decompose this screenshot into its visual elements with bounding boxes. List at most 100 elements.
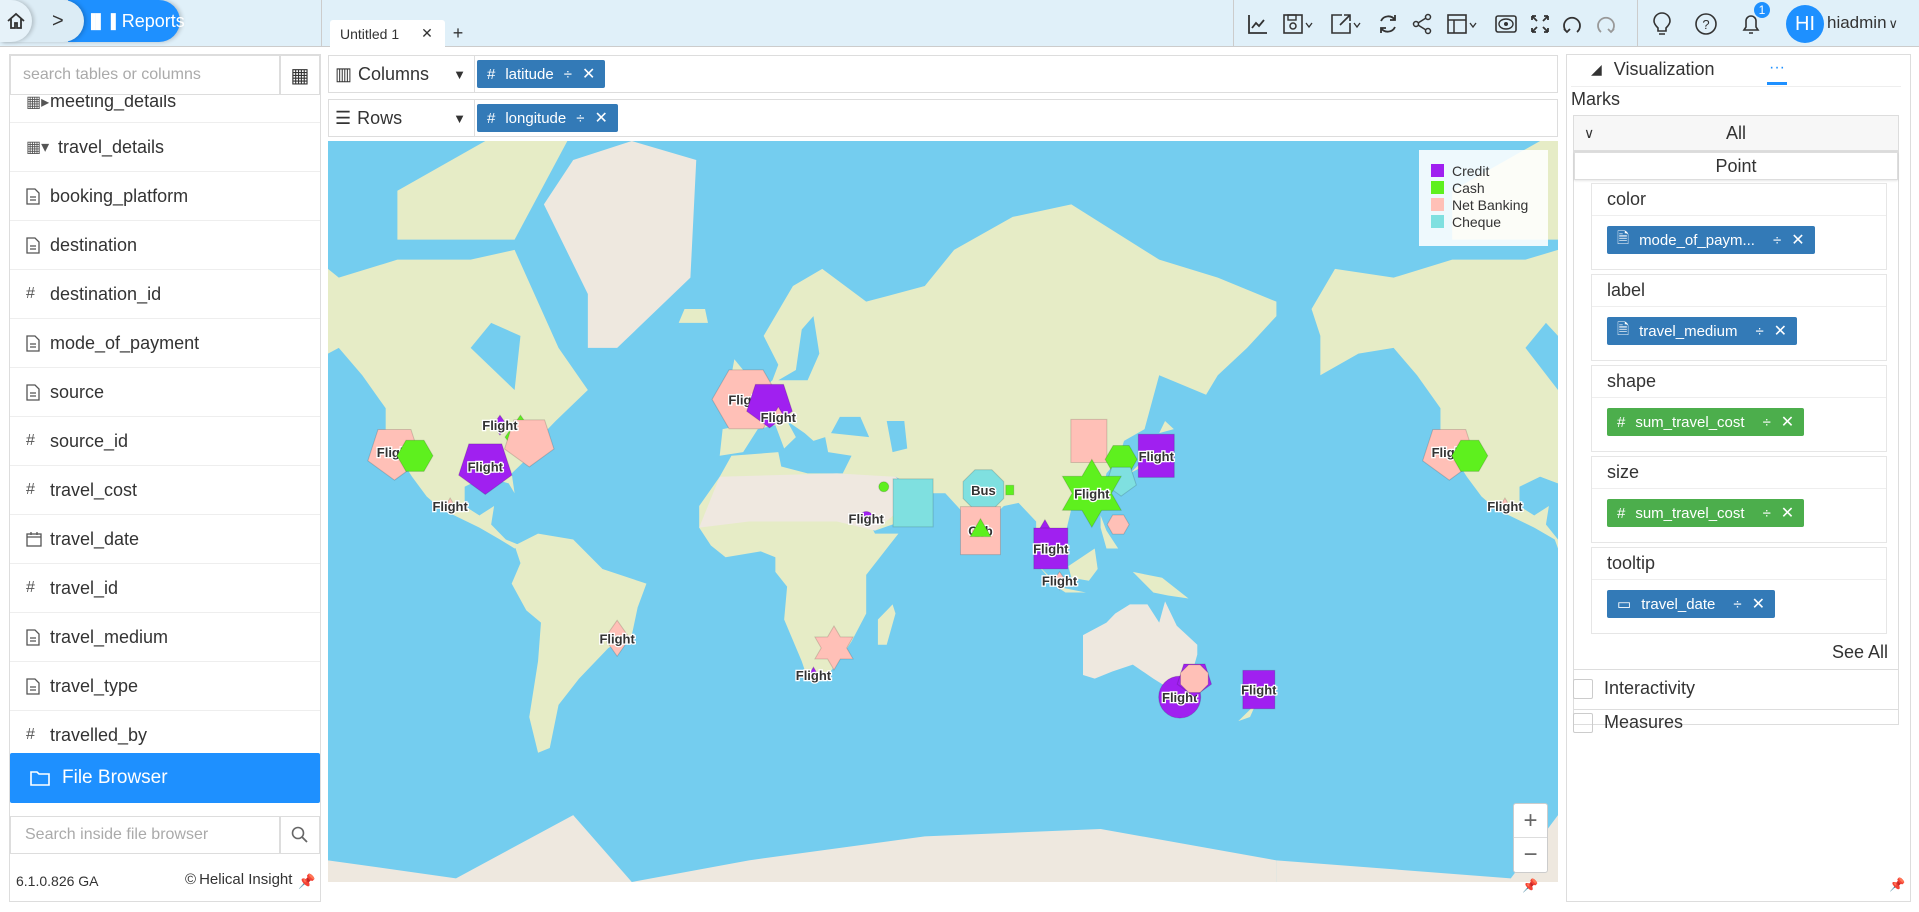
map-marker[interactable] bbox=[878, 481, 890, 493]
map-marker[interactable] bbox=[1061, 458, 1123, 529]
map-marker[interactable] bbox=[814, 624, 854, 671]
map-marker[interactable] bbox=[442, 497, 458, 511]
pin-icon[interactable]: 📌 bbox=[1522, 878, 1539, 893]
file-browser-search-input[interactable]: Search inside file browser bbox=[10, 816, 280, 854]
label-pill[interactable]: 🗎 travel_medium ÷ ✕ bbox=[1607, 317, 1798, 345]
search-tables-input[interactable]: search tables or columns bbox=[10, 55, 280, 95]
tab-untitled-1[interactable]: Untitled 1 ✕ bbox=[330, 20, 445, 47]
field-travel-date[interactable]: travel_date bbox=[10, 515, 320, 564]
sort-icon[interactable]: ÷ bbox=[576, 109, 585, 127]
latitude-pill[interactable]: # latitude ÷ ✕ bbox=[477, 60, 606, 88]
lightbulb-icon[interactable] bbox=[1648, 10, 1676, 38]
map-marker[interactable] bbox=[1451, 439, 1489, 472]
map-chart[interactable]: Flight Flight Flight Flight Flight Flight Flig… bbox=[328, 141, 1558, 882]
map-marker[interactable] bbox=[1106, 514, 1130, 535]
sort-icon[interactable]: ÷ bbox=[1733, 595, 1742, 613]
legend-item[interactable]: Cash bbox=[1431, 179, 1548, 196]
table-meeting-details[interactable]: ▦▸ meeting_details bbox=[10, 81, 320, 123]
layout-icon[interactable] bbox=[1444, 10, 1484, 38]
close-tab-icon[interactable]: ✕ bbox=[421, 25, 433, 41]
map-marker[interactable] bbox=[603, 619, 631, 658]
field-booking-platform[interactable]: booking_platform bbox=[10, 172, 320, 221]
measures-checkbox[interactable] bbox=[1573, 713, 1593, 733]
map-marker[interactable] bbox=[1052, 570, 1067, 591]
field-travel-id[interactable]: # travel_id bbox=[10, 564, 320, 613]
undo-icon[interactable] bbox=[1558, 10, 1586, 38]
tab-visualization[interactable]: ◢ Visualization bbox=[1591, 59, 1715, 79]
breadcrumb-reports[interactable]: ▐▌▐ Reports bbox=[68, 0, 185, 42]
user-menu[interactable]: hiadmin ∨ bbox=[1827, 13, 1899, 32]
legend-item[interactable]: Net Banking bbox=[1431, 196, 1548, 213]
add-tab-button[interactable]: + bbox=[452, 23, 464, 43]
map-marker[interactable] bbox=[458, 443, 513, 496]
refresh-icon[interactable] bbox=[1374, 10, 1402, 38]
field-travel-type[interactable]: travel_type bbox=[10, 662, 320, 711]
export-icon[interactable] bbox=[1328, 10, 1368, 38]
preview-icon[interactable] bbox=[1492, 10, 1520, 38]
map-marker[interactable] bbox=[1242, 669, 1276, 710]
notification-bell-icon[interactable] bbox=[1737, 10, 1765, 38]
map-marker[interactable] bbox=[858, 510, 874, 526]
share-icon[interactable] bbox=[1408, 10, 1436, 38]
field-travel-cost[interactable]: # travel_cost bbox=[10, 466, 320, 515]
legend-item[interactable]: Cheque bbox=[1431, 213, 1548, 230]
map-marker[interactable] bbox=[1497, 497, 1513, 511]
field-source-id[interactable]: # source_id bbox=[10, 417, 320, 466]
sort-icon[interactable]: ÷ bbox=[563, 65, 572, 83]
columns-label[interactable]: ▥ Columns ▼ bbox=[329, 56, 475, 92]
file-browser-button[interactable]: File Browser bbox=[10, 753, 320, 803]
tab-more[interactable]: ··· bbox=[1767, 59, 1787, 85]
redo-icon[interactable] bbox=[1592, 10, 1620, 38]
pin-icon[interactable]: 📌 bbox=[1889, 877, 1906, 892]
interactivity-checkbox[interactable] bbox=[1573, 679, 1593, 699]
tooltip-pill[interactable]: ▭ travel_date ÷ ✕ bbox=[1607, 590, 1776, 618]
legend-item[interactable]: Credit bbox=[1431, 162, 1548, 179]
field-destination-id[interactable]: # destination_id bbox=[10, 270, 320, 319]
field-mode-of-payment[interactable]: mode_of_payment bbox=[10, 319, 320, 368]
map-marker[interactable] bbox=[969, 517, 992, 538]
line-chart-icon[interactable] bbox=[1244, 10, 1272, 38]
map-marker[interactable] bbox=[768, 405, 788, 423]
field-destination[interactable]: destination bbox=[10, 221, 320, 270]
shape-pill[interactable]: # sum_travel_cost ÷ ✕ bbox=[1607, 408, 1805, 436]
size-pill[interactable]: # sum_travel_cost ÷ ✕ bbox=[1607, 499, 1805, 527]
sort-icon[interactable]: ÷ bbox=[1762, 504, 1771, 522]
interactivity-label[interactable]: Interactivity bbox=[1604, 678, 1696, 698]
field-source[interactable]: source bbox=[10, 368, 320, 417]
color-pill[interactable]: 🗎 mode_of_paym... ÷ ✕ bbox=[1607, 226, 1815, 254]
field-travel-medium[interactable]: travel_medium bbox=[10, 613, 320, 662]
measures-label[interactable]: Measures bbox=[1604, 712, 1684, 732]
fullscreen-icon[interactable] bbox=[1526, 10, 1554, 38]
rows-label[interactable]: ☰ Rows ▼ bbox=[329, 100, 475, 136]
zoom-in-button[interactable]: + bbox=[1514, 804, 1547, 838]
save-icon[interactable] bbox=[1280, 10, 1320, 38]
zoom-out-button[interactable]: − bbox=[1523, 841, 1538, 868]
map-marker[interactable] bbox=[1033, 527, 1069, 570]
map-marker[interactable] bbox=[396, 439, 434, 472]
remove-icon[interactable]: ✕ bbox=[594, 110, 608, 127]
remove-icon[interactable]: ✕ bbox=[1751, 596, 1766, 613]
map-canvas[interactable]: Flight Flight Flight Flight Flight Flight Flig… bbox=[328, 141, 1558, 882]
avatar[interactable]: HI bbox=[1786, 5, 1824, 43]
remove-icon[interactable]: ✕ bbox=[1773, 323, 1788, 340]
remove-icon[interactable]: ✕ bbox=[1791, 232, 1805, 249]
sort-icon[interactable]: ÷ bbox=[1755, 322, 1764, 340]
help-icon[interactable]: ? bbox=[1692, 10, 1720, 38]
remove-icon[interactable]: ✕ bbox=[1780, 414, 1795, 431]
sort-icon[interactable]: ÷ bbox=[1762, 413, 1771, 431]
remove-icon[interactable]: ✕ bbox=[581, 66, 596, 83]
map-marker[interactable] bbox=[1005, 484, 1015, 496]
map-marker[interactable] bbox=[503, 419, 555, 468]
remove-icon[interactable]: ✕ bbox=[1780, 505, 1795, 522]
map-marker[interactable] bbox=[805, 666, 822, 680]
see-all-link[interactable]: See All bbox=[1832, 642, 1889, 662]
mark-type-point[interactable]: Point bbox=[1574, 152, 1898, 180]
map-marker[interactable] bbox=[1180, 664, 1209, 693]
sort-icon[interactable]: ÷ bbox=[1772, 231, 1782, 249]
marks-select[interactable]: ∨ All bbox=[1573, 115, 1899, 151]
table-travel-details[interactable]: ▦▾ travel_details bbox=[10, 123, 320, 172]
longitude-pill[interactable]: # longitude ÷ ✕ bbox=[477, 104, 618, 132]
file-search-button[interactable] bbox=[280, 816, 320, 854]
map-marker[interactable] bbox=[1137, 433, 1175, 478]
table-view-button[interactable]: ▦ bbox=[280, 55, 320, 95]
